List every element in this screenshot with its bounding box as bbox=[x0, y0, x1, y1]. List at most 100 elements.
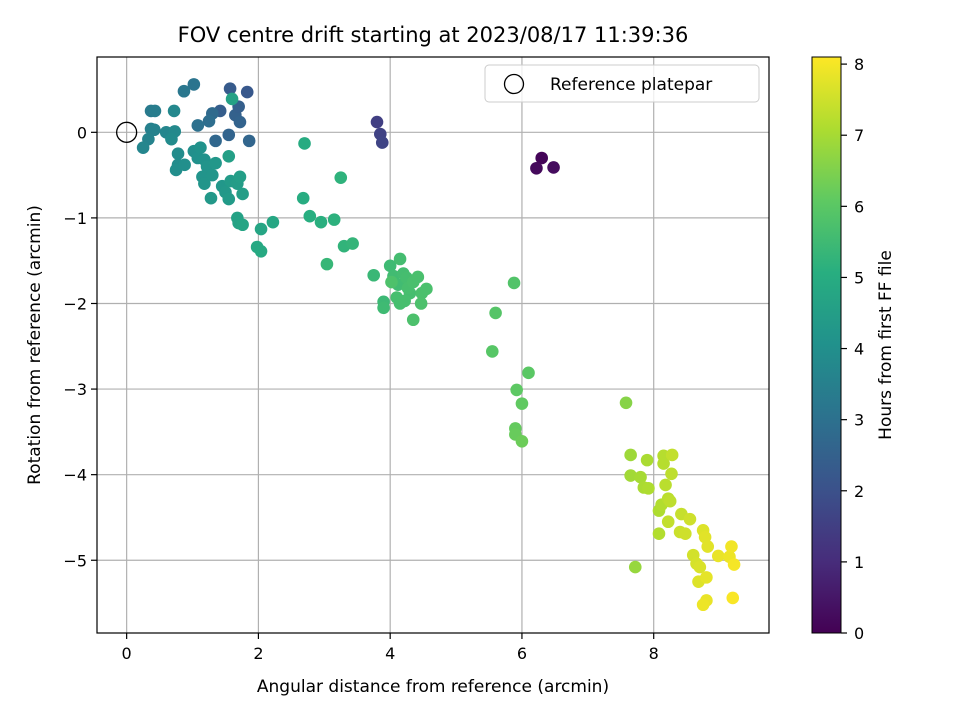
data-point bbox=[624, 448, 637, 462]
data-points bbox=[136, 78, 741, 612]
data-point bbox=[657, 457, 670, 470]
x-tick-label: 0 bbox=[122, 644, 132, 663]
data-point bbox=[222, 149, 236, 163]
data-point bbox=[679, 527, 692, 541]
data-point bbox=[314, 215, 328, 229]
x-tick-label: 2 bbox=[253, 644, 263, 663]
data-point bbox=[236, 218, 249, 232]
data-point bbox=[489, 306, 502, 320]
data-point bbox=[334, 171, 348, 184]
data-point bbox=[233, 115, 247, 129]
data-point bbox=[683, 512, 697, 526]
plot-frame bbox=[96, 56, 770, 634]
data-point bbox=[222, 128, 236, 142]
data-point bbox=[659, 478, 672, 492]
colorbar-tick-label: 4 bbox=[854, 340, 864, 359]
colorbar-tick-label: 1 bbox=[854, 553, 864, 572]
data-point bbox=[266, 215, 280, 229]
data-point bbox=[191, 119, 205, 132]
data-point bbox=[385, 275, 398, 289]
data-point bbox=[661, 515, 675, 529]
data-point bbox=[640, 453, 654, 467]
data-point bbox=[507, 276, 521, 290]
data-point bbox=[233, 170, 247, 184]
x-tick-label: 8 bbox=[649, 644, 659, 663]
data-point bbox=[377, 301, 390, 315]
data-point bbox=[194, 141, 207, 155]
data-point bbox=[254, 244, 268, 258]
data-point bbox=[187, 78, 201, 91]
data-point bbox=[204, 191, 218, 205]
colorbar-label: Hours from first FF file bbox=[876, 250, 896, 440]
data-point bbox=[236, 187, 249, 201]
data-point bbox=[296, 191, 310, 205]
data-point bbox=[398, 294, 411, 308]
data-point bbox=[725, 540, 738, 553]
data-point bbox=[222, 192, 236, 206]
y-tick-label: −4 bbox=[63, 466, 87, 485]
data-point bbox=[628, 560, 642, 574]
data-point bbox=[205, 168, 219, 182]
data-point bbox=[136, 141, 150, 155]
data-point bbox=[406, 313, 420, 327]
x-axis-label: Angular distance from reference (arcmin) bbox=[257, 677, 609, 697]
data-point bbox=[303, 209, 317, 223]
x-tick-label: 4 bbox=[385, 644, 395, 663]
grid-lines bbox=[97, 57, 769, 633]
data-point bbox=[701, 540, 715, 553]
colorbar-tick-label: 3 bbox=[854, 411, 864, 430]
data-point bbox=[177, 84, 191, 98]
data-point bbox=[652, 527, 666, 541]
data-point bbox=[663, 494, 677, 508]
y-tick-label: 0 bbox=[77, 123, 87, 142]
data-point bbox=[370, 115, 384, 129]
y-axis-label: Rotation from reference (arcmin) bbox=[25, 205, 45, 485]
x-axis-ticks: 0 2 4 6 8 bbox=[122, 633, 659, 663]
data-point bbox=[375, 136, 389, 149]
data-point bbox=[700, 571, 713, 584]
data-point bbox=[178, 158, 191, 172]
colorbar: 0 1 2 3 4 5 6 7 8 Hours from first FF file bbox=[811, 55, 896, 643]
y-axis-ticks: 0 −1 −2 −3 −4 −5 bbox=[63, 123, 97, 570]
colorbar-tick-label: 6 bbox=[854, 197, 864, 216]
legend-label: Reference platepar bbox=[550, 75, 712, 95]
data-point bbox=[420, 282, 433, 296]
data-point bbox=[665, 448, 679, 462]
y-tick-label: −1 bbox=[63, 209, 87, 228]
data-point bbox=[624, 469, 637, 482]
data-point bbox=[693, 560, 707, 574]
legend: Reference platepar bbox=[484, 64, 760, 103]
data-point bbox=[634, 470, 647, 484]
data-point bbox=[393, 252, 407, 266]
x-tick-label: 6 bbox=[517, 644, 527, 663]
data-point bbox=[298, 137, 311, 150]
data-point bbox=[711, 549, 725, 563]
y-tick-label: −2 bbox=[63, 294, 87, 313]
data-point bbox=[225, 92, 239, 106]
data-point bbox=[696, 598, 710, 612]
legend-box bbox=[484, 64, 760, 103]
data-point bbox=[198, 177, 211, 190]
data-point bbox=[254, 222, 268, 236]
colorbar-tick-label: 8 bbox=[854, 55, 864, 74]
data-point bbox=[414, 297, 428, 310]
data-point bbox=[383, 259, 397, 273]
data-point bbox=[515, 434, 529, 448]
data-point bbox=[642, 482, 655, 495]
data-point bbox=[727, 558, 741, 571]
data-point bbox=[665, 467, 678, 481]
data-point bbox=[165, 132, 178, 146]
data-point bbox=[148, 104, 162, 118]
data-point bbox=[202, 114, 216, 128]
y-tick-label: −3 bbox=[63, 380, 87, 399]
data-point bbox=[320, 257, 334, 271]
data-point bbox=[547, 161, 560, 174]
colorbar-tick-label: 7 bbox=[854, 126, 864, 145]
data-point bbox=[223, 82, 237, 95]
data-point bbox=[367, 268, 381, 282]
data-point bbox=[327, 213, 341, 226]
data-point bbox=[167, 104, 181, 118]
data-point bbox=[242, 134, 256, 148]
data-point bbox=[148, 123, 161, 137]
data-point bbox=[209, 134, 222, 148]
